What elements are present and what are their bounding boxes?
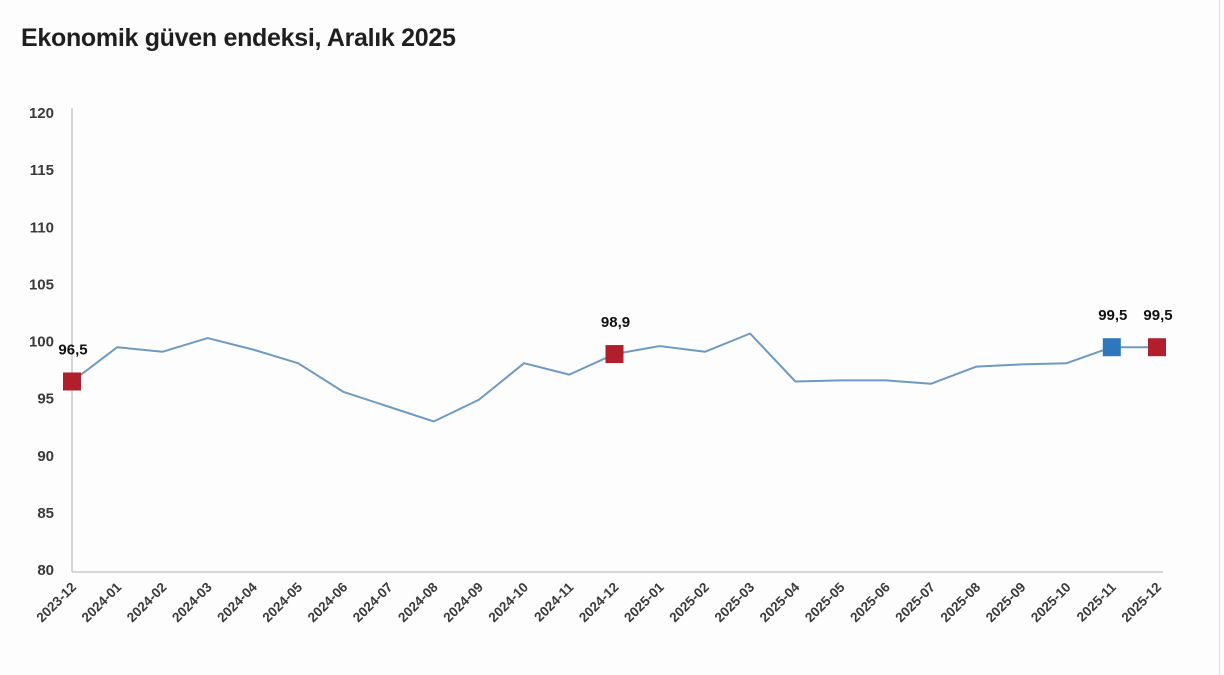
frame-edge-line <box>1219 0 1220 675</box>
data-point-marker <box>1148 338 1166 357</box>
y-tick-label: 80 <box>37 562 54 579</box>
x-tick-label: 2024-12 <box>576 580 622 626</box>
x-tick-label: 2024-06 <box>305 579 351 625</box>
x-tick-label: 2025-05 <box>802 579 848 625</box>
x-tick-label: 2025-01 <box>621 579 667 625</box>
data-point-marker <box>605 345 624 364</box>
x-tick-label: 2023-12 <box>33 580 79 626</box>
y-tick-label: 100 <box>29 334 54 351</box>
x-tick-label: 2024-03 <box>169 579 215 625</box>
y-tick-label: 115 <box>30 162 54 179</box>
x-tick-label: 2025-02 <box>666 580 712 626</box>
chart-title: Ekonomik güven endeksi, Aralık 2025 <box>21 24 456 52</box>
y-tick-label: 95 <box>37 391 54 408</box>
x-tick-label: 2024-11 <box>531 579 576 624</box>
data-point-marker <box>63 372 81 391</box>
x-tick-label: 2025-06 <box>847 579 893 625</box>
x-tick-label: 2025-03 <box>712 579 758 625</box>
x-tick-label: 2024-07 <box>350 580 396 626</box>
x-tick-label: 2025-09 <box>983 580 1029 626</box>
x-tick-label: 2025-11 <box>1074 579 1119 624</box>
data-point-label: 99,5 <box>1098 307 1127 324</box>
data-point-marker <box>1102 338 1121 357</box>
x-tick-label: 2025-10 <box>1028 580 1074 626</box>
data-point-label: 99,5 <box>1143 307 1172 324</box>
x-tick-label: 2025-12 <box>1118 580 1164 626</box>
data-point-label: 98,9 <box>601 314 630 331</box>
x-tick-label: 2024-02 <box>124 580 170 626</box>
x-tick-label: 2025-04 <box>757 579 803 625</box>
x-tick-label: 2024-10 <box>486 580 532 626</box>
x-tick-label: 2025-08 <box>938 579 984 625</box>
x-tick-label: 2024-04 <box>214 579 260 625</box>
x-tick-label: 2024-01 <box>79 579 125 625</box>
y-tick-label: 105 <box>29 276 54 293</box>
x-tick-label: 2024-05 <box>260 579 306 625</box>
x-tick-label: 2025-07 <box>892 580 938 626</box>
x-tick-label: 2024-08 <box>395 579 441 625</box>
x-tick-label: 2024-09 <box>440 580 486 626</box>
y-tick-label: 90 <box>37 448 54 465</box>
y-tick-label: 85 <box>37 505 54 522</box>
data-point-label: 96,5 <box>58 341 87 358</box>
y-tick-label: 110 <box>30 219 54 236</box>
y-tick-label: 120 <box>29 105 54 122</box>
